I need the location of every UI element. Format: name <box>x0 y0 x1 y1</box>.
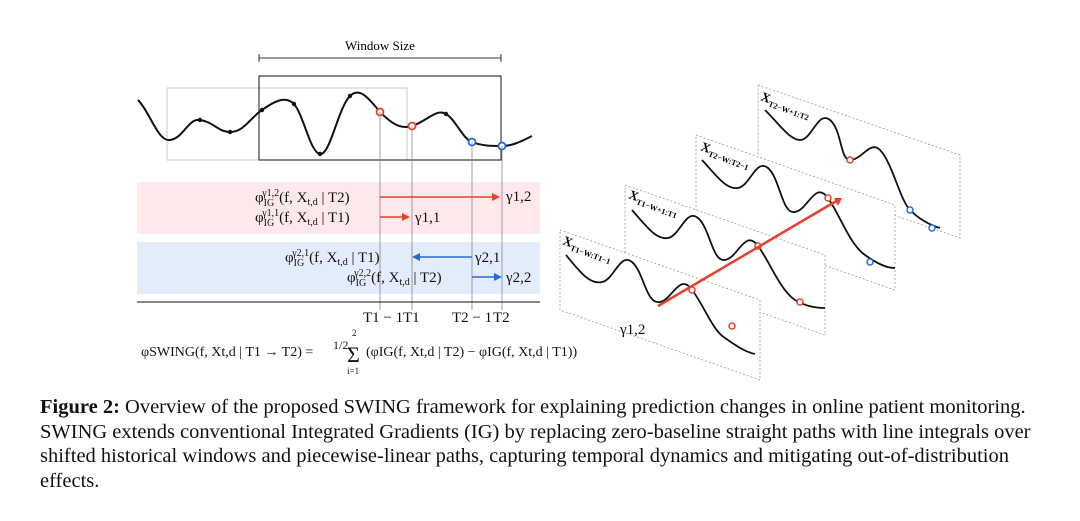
swing-diagram: Window Size φIGγ1,2(f, Xt,d | T2) γ1,2 φ… <box>137 38 961 381</box>
gamma-21-label: γ2,1 <box>474 250 500 266</box>
blue-band <box>137 242 540 294</box>
prev-window <box>166 87 408 161</box>
tick-t2: T2 <box>493 310 510 326</box>
series-point <box>317 151 323 157</box>
caption-label: Figure 2: <box>40 396 120 418</box>
svg-text:φSWING(f, Xt,d | T1 → T2) =: φSWING(f, Xt,d | T1 → T2) = <box>141 345 313 360</box>
figure-caption: Figure 2: Overview of the proposed SWING… <box>40 395 1045 493</box>
gamma-11-label: γ1,1 <box>414 210 440 226</box>
window-size-label: Window Size <box>345 38 415 53</box>
window-panels: XT2−W+1:T2 XT2−W:T2−1 XT1−W+1:T1 XT1−W:T… <box>559 84 961 381</box>
ig-row-gamma12: φIGγ1,2(f, Xt,d | T2) <box>255 188 350 209</box>
svg-text:i=1: i=1 <box>347 366 359 376</box>
gamma-12-label: γ1,2 <box>505 189 531 205</box>
ig-row-gamma11: φIGγ1,1(f, Xt,d | T1) <box>255 208 350 229</box>
tick-t2-minus-1: T2 − 1 <box>452 310 492 326</box>
series-point <box>227 129 233 135</box>
path-gamma-12-label: γ1,2 <box>619 322 645 338</box>
caption-text: Overview of the proposed SWING framework… <box>40 396 1031 492</box>
series-point <box>443 111 449 117</box>
tick-t1-minus-1: T1 − 1 <box>363 310 403 326</box>
gamma-12-path <box>657 198 839 308</box>
svg-text:(φIG(f, Xt,d | T2) − φIG(f, Xt: (φIG(f, Xt,d | T2) − φIG(f, Xt,d | T1)) <box>366 345 577 360</box>
series-point <box>291 101 297 107</box>
swing-formula: φSWING(f, Xt,d | T1 → T2) = 1/2 2 Σ i=1 … <box>141 328 577 376</box>
svg-text:1/2: 1/2 <box>333 338 348 352</box>
svg-text:φIGγ2,1(f, Xt,d | T1): φIGγ2,1(f, Xt,d | T1) <box>285 248 380 269</box>
series-point <box>197 117 203 123</box>
series-point <box>259 107 265 113</box>
gamma-22-label: γ2,2 <box>505 270 531 286</box>
series-point <box>347 93 353 99</box>
svg-text:φIGγ2,2(f, Xt,d | T2): φIGγ2,2(f, Xt,d | T2) <box>347 268 442 289</box>
ig-row-gamma21: φIGγ2,1(f, Xt,d | T1) <box>285 248 380 269</box>
panel-t2-w1 <box>757 84 961 239</box>
tick-t1: T1 <box>403 310 420 326</box>
svg-text:φIGγ1,1(f, Xt,d | T1): φIGγ1,1(f, Xt,d | T1) <box>255 208 350 229</box>
svg-text:φIGγ1,2(f, Xt,d | T2): φIGγ1,2(f, Xt,d | T2) <box>255 188 350 209</box>
red-band <box>137 182 540 234</box>
svg-text:Σ: Σ <box>347 342 360 367</box>
svg-text:2: 2 <box>352 328 357 338</box>
ig-row-gamma22: φIGγ2,2(f, Xt,d | T2) <box>347 268 442 289</box>
